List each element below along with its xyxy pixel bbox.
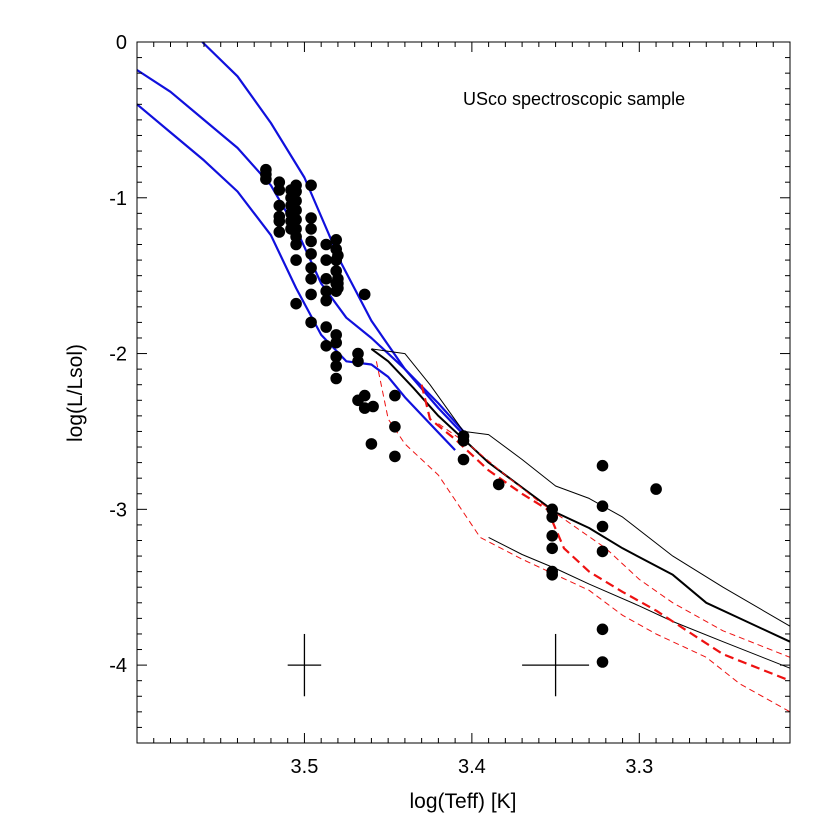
model-curve-red-7	[420, 384, 791, 682]
data-point	[320, 238, 333, 251]
x-tick-label: 3.4	[458, 756, 486, 778]
model-curve-black-4	[371, 348, 791, 627]
data-point	[358, 389, 371, 402]
data-point	[330, 336, 343, 349]
data-point	[596, 656, 609, 668]
y-tick-label: -1	[109, 188, 127, 210]
data-point	[457, 435, 470, 447]
data-point	[389, 389, 401, 402]
data-point	[546, 511, 558, 523]
plot-frame	[136, 41, 791, 744]
x-tick-label: 3.5	[291, 756, 319, 778]
data-point	[273, 226, 286, 238]
data-point	[367, 400, 379, 413]
axes: 3.5 3.4 3.3 0 -1 -2 -3 -4	[109, 32, 791, 778]
data-point	[290, 204, 302, 216]
data-point	[290, 213, 302, 226]
data-point	[320, 285, 333, 298]
data-point	[596, 545, 609, 558]
data-point	[273, 184, 286, 196]
model-curve-black-5	[370, 348, 791, 643]
data-point	[330, 234, 343, 246]
data-point	[305, 273, 317, 285]
data-point	[305, 223, 317, 235]
data-point	[290, 297, 302, 310]
y-tick-label: 0	[116, 32, 127, 54]
data-point	[305, 288, 317, 301]
x-axis-title: log(Teff) [K]	[410, 790, 517, 813]
data-point	[320, 321, 333, 333]
data-point	[305, 235, 317, 248]
y-tick-label: -3	[109, 499, 127, 521]
data-point	[330, 350, 343, 363]
data-point	[273, 215, 286, 227]
data-point	[352, 355, 364, 368]
data-point	[320, 340, 333, 352]
data-point	[320, 254, 333, 266]
data-point	[260, 173, 272, 185]
data-point	[492, 478, 505, 491]
data-point	[365, 438, 378, 450]
data-point	[305, 212, 317, 224]
model-curve-blue-3	[136, 103, 456, 451]
data-point	[332, 282, 344, 294]
data-point	[596, 459, 609, 472]
data-point	[650, 483, 662, 495]
data-point	[389, 421, 401, 433]
y-tick-label: -4	[109, 655, 127, 677]
model-curve-red-9	[438, 423, 791, 658]
data-point	[546, 569, 558, 581]
data-point	[358, 288, 371, 301]
data-point	[457, 453, 470, 466]
data-point	[290, 238, 302, 251]
data-point	[320, 294, 333, 307]
data-point	[305, 262, 317, 274]
data-point	[305, 248, 317, 260]
data-point	[596, 520, 609, 533]
data-point	[320, 273, 333, 285]
data-point	[290, 185, 302, 198]
x-tick-label: 3.3	[625, 756, 653, 778]
data-points	[260, 163, 662, 668]
data-point	[330, 372, 343, 385]
data-point	[305, 179, 317, 192]
y-axis-title: log(L/Lsol)	[64, 344, 87, 442]
data-point	[332, 249, 344, 262]
data-point	[546, 542, 558, 555]
data-point	[546, 530, 558, 542]
data-point	[290, 195, 302, 207]
data-point	[290, 254, 302, 266]
data-point	[596, 500, 609, 512]
data-point	[330, 360, 343, 372]
model-curve-black-6	[488, 536, 791, 669]
data-point	[596, 623, 609, 636]
data-point	[273, 199, 286, 212]
sample-annotation: USco spectroscopic sample	[463, 89, 685, 109]
data-point	[389, 450, 401, 463]
y-tick-label: -2	[109, 344, 127, 366]
data-point	[305, 316, 317, 329]
error-bars	[287, 633, 590, 697]
